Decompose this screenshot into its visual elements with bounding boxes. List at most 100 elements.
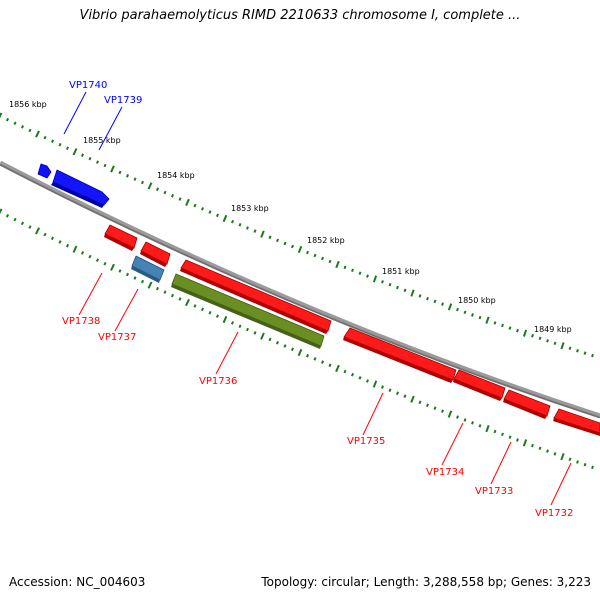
gene-label[interactable]: VP1739 bbox=[104, 95, 142, 106]
scale-tick bbox=[0, 112, 3, 119]
gene-vp1736[interactable] bbox=[180, 259, 332, 334]
gene-vp1739[interactable] bbox=[51, 169, 110, 208]
scale-tick bbox=[283, 241, 287, 246]
scale-tick bbox=[28, 128, 32, 133]
gene-label[interactable]: VP1735 bbox=[347, 436, 385, 447]
scale-tick bbox=[118, 269, 122, 273]
scale-tick bbox=[13, 121, 17, 126]
scale-tick bbox=[366, 274, 369, 278]
lower-scale-track bbox=[0, 208, 594, 470]
feature-vp1737-selected[interactable] bbox=[131, 255, 165, 283]
scale-tick bbox=[538, 446, 542, 451]
scale-tick bbox=[5, 117, 10, 122]
scale-tick bbox=[320, 256, 325, 261]
upper-scale-track bbox=[0, 112, 594, 358]
scale-tick bbox=[260, 230, 265, 238]
scale-label: 1849 kbp bbox=[534, 325, 572, 334]
scale-label: 1852 kbp bbox=[307, 236, 345, 245]
scale-tick bbox=[283, 344, 287, 348]
scale-tick bbox=[103, 261, 107, 266]
accession-text: Accession: NC_004603 bbox=[9, 575, 146, 589]
scale-tick bbox=[253, 331, 257, 335]
scale-tick bbox=[222, 214, 228, 223]
scale-tick bbox=[433, 406, 437, 410]
scale-tick bbox=[546, 449, 549, 453]
scale-tick bbox=[185, 298, 190, 307]
gene-vp1740[interactable] bbox=[37, 163, 52, 179]
label-leaders bbox=[63, 91, 572, 506]
gene-vp1734[interactable] bbox=[453, 369, 506, 401]
scale-tick bbox=[260, 332, 265, 340]
scale-tick bbox=[35, 130, 40, 138]
scale-tick bbox=[88, 156, 92, 161]
gene-labels: VP1740 VP1739 VP1738 VP1737 VP1736 VP173… bbox=[62, 80, 573, 519]
scale-tick bbox=[110, 263, 115, 271]
gene-label[interactable]: VP1740 bbox=[69, 80, 107, 91]
scale-tick bbox=[478, 424, 482, 428]
scale-tick bbox=[72, 245, 78, 253]
scale-tick bbox=[508, 435, 512, 439]
scale-tick bbox=[395, 391, 400, 395]
scale-tick bbox=[583, 351, 587, 355]
scale-tick bbox=[88, 254, 92, 259]
scale-tick bbox=[125, 272, 130, 277]
scale-tick bbox=[471, 313, 474, 317]
scale-tick bbox=[58, 240, 62, 244]
scale-tick bbox=[493, 429, 497, 434]
gene-vp1735[interactable] bbox=[343, 327, 457, 383]
scale-tick bbox=[215, 314, 220, 318]
scale-tick bbox=[456, 307, 459, 312]
scale-tick bbox=[553, 452, 557, 456]
gene-label[interactable]: VP1734 bbox=[426, 467, 464, 478]
feature-vp1736-region[interactable] bbox=[171, 273, 325, 349]
scale-tick bbox=[208, 210, 212, 214]
gene-label[interactable]: VP1733 bbox=[475, 486, 513, 497]
scale-tick bbox=[125, 174, 130, 178]
gene-label[interactable]: VP1737 bbox=[98, 332, 136, 343]
scale-tick bbox=[441, 302, 444, 306]
scale-tick bbox=[147, 281, 153, 289]
scale-tick bbox=[403, 394, 407, 398]
scale-tick bbox=[501, 323, 504, 328]
scale-tick bbox=[372, 275, 378, 283]
scale-tick bbox=[380, 385, 385, 389]
scale-tick bbox=[230, 321, 235, 325]
gene-vp1732[interactable] bbox=[553, 408, 600, 436]
scale-tick bbox=[118, 170, 122, 175]
gene-vp1733[interactable] bbox=[503, 389, 551, 419]
scale-tick bbox=[410, 395, 415, 403]
scale-tick bbox=[396, 285, 399, 290]
map-title: Vibrio parahaemolyticus RIMD 2210633 chr… bbox=[79, 8, 521, 23]
scale-tick bbox=[275, 238, 280, 243]
scale-tick bbox=[222, 315, 228, 324]
scale-tick bbox=[193, 203, 197, 208]
gene-label[interactable]: VP1736 bbox=[199, 376, 237, 387]
gene-vp1738[interactable] bbox=[104, 224, 138, 251]
scale-tick bbox=[268, 337, 272, 342]
gene-vp1737[interactable] bbox=[140, 241, 171, 267]
scale-tick bbox=[433, 299, 437, 304]
scale-tick bbox=[478, 315, 482, 320]
scale-tick bbox=[313, 357, 317, 361]
scale-tick bbox=[80, 153, 85, 157]
scale-tick bbox=[65, 146, 70, 151]
gene-label[interactable]: VP1732 bbox=[535, 508, 573, 519]
scale-tick bbox=[103, 163, 107, 168]
scale-tick bbox=[418, 294, 422, 298]
scale-tick bbox=[140, 180, 145, 185]
gene-label[interactable]: VP1738 bbox=[62, 316, 100, 327]
scale-tick bbox=[508, 326, 512, 330]
scale-tick bbox=[238, 223, 242, 227]
scale-label: 1851 kbp bbox=[382, 267, 420, 276]
scale-tick bbox=[72, 148, 78, 156]
scale-tick bbox=[208, 310, 212, 315]
scale-tick bbox=[485, 316, 490, 324]
scale-tick bbox=[516, 438, 519, 442]
scale-label: 1856 kbp bbox=[9, 100, 47, 109]
scale-tick bbox=[245, 327, 250, 332]
scale-labels: 1856 kbp 1855 kbp 1854 kbp 1853 kbp 1852… bbox=[9, 100, 572, 334]
scale-tick bbox=[516, 328, 519, 333]
scale-tick bbox=[245, 226, 250, 230]
scale-tick bbox=[328, 363, 332, 368]
